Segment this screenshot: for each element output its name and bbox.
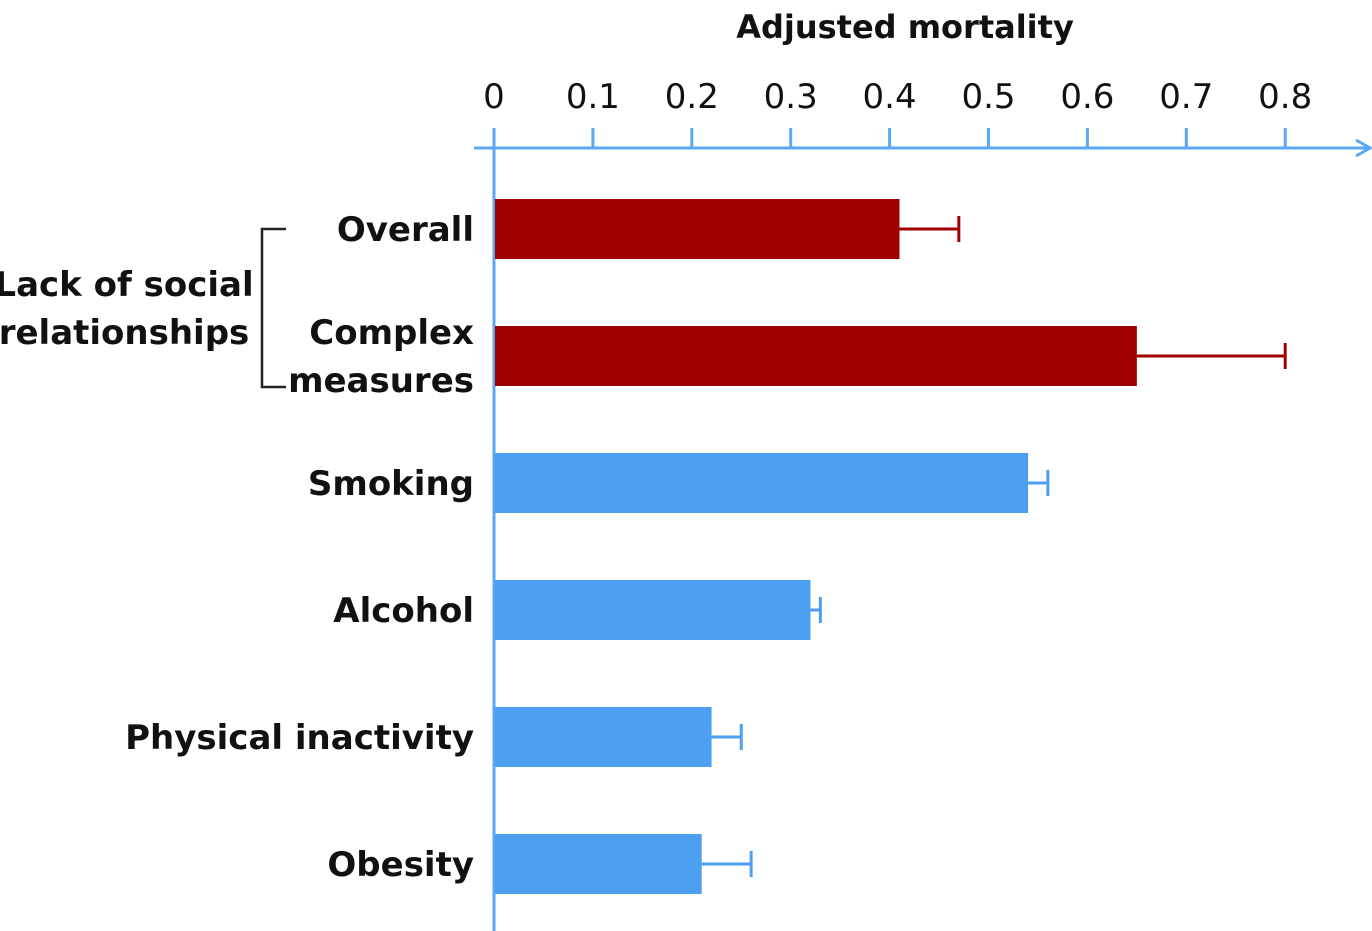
bar xyxy=(495,453,1029,513)
x-tick-label: 0.7 xyxy=(1159,77,1213,117)
category-label: Physical inactivity xyxy=(125,718,474,758)
x-axis-arrow-icon xyxy=(1355,138,1372,158)
category-label-line: Physical inactivity xyxy=(125,718,474,758)
category-label: Smoking xyxy=(308,464,474,504)
bar xyxy=(495,580,811,640)
x-tick-label: 0.5 xyxy=(961,77,1015,117)
category-label-line: measures xyxy=(288,361,474,401)
category-label-line: Complex xyxy=(309,313,474,353)
category-label: Complex measures xyxy=(288,313,474,401)
bar xyxy=(495,326,1137,386)
category-label-line: Smoking xyxy=(308,464,474,504)
group-bracket-label: Lack of social relationships xyxy=(0,265,254,353)
category-label: Obesity xyxy=(327,845,474,885)
category-labels-group: Overall Complex measures Smoking Alcohol Phys… xyxy=(125,210,474,885)
x-tick-label: 0.3 xyxy=(764,77,818,117)
bar xyxy=(495,707,712,767)
bar xyxy=(495,199,900,259)
bar xyxy=(495,834,702,894)
category-label: Overall xyxy=(337,210,474,250)
group-bracket-label-line: Lack of social xyxy=(0,265,254,305)
category-label-line: Alcohol xyxy=(333,591,474,631)
x-axis-title: Adjusted mortality xyxy=(736,8,1074,46)
bars-group xyxy=(495,199,1287,894)
category-label-line: Obesity xyxy=(327,845,474,885)
x-tick-label: 0.6 xyxy=(1060,77,1114,117)
x-tick-label: 0.2 xyxy=(665,77,719,117)
x-tick-label: 0 xyxy=(483,77,505,117)
category-label: Alcohol xyxy=(333,591,474,631)
category-label-line: Overall xyxy=(337,210,474,250)
x-tick-label: 0.4 xyxy=(863,77,917,117)
x-axis: Adjusted mortality 0 0.1 0.2 0.3 0.4 0.5 0.6 0.7… xyxy=(474,8,1372,931)
group-bracket-label-line: relationships xyxy=(0,313,249,353)
x-tick-label: 0.1 xyxy=(566,77,620,117)
group-bracket-line xyxy=(260,227,286,389)
group-bracket: Lack of social relationships xyxy=(0,227,286,389)
x-tick-label: 0.8 xyxy=(1258,77,1312,117)
